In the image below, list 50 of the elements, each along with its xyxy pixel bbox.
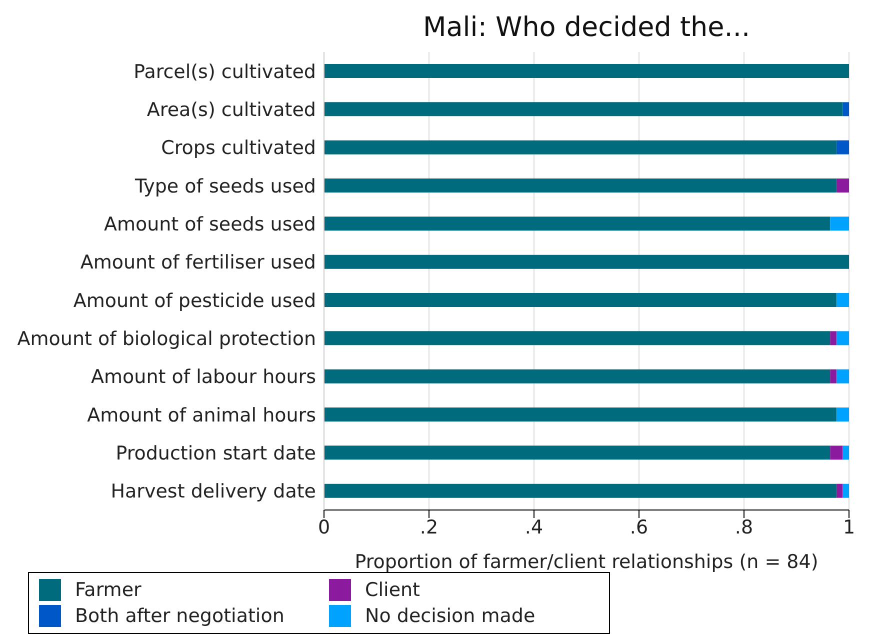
bar [836,369,849,384]
x-tick-label: 1 [842,516,856,538]
bar [830,216,849,231]
bar [836,178,849,192]
y-tick-label: Amount of pesticide used [73,290,316,312]
bar [842,446,849,460]
bar [836,140,849,154]
y-tick-label: Amount of labour hours [91,366,316,388]
bar [836,331,849,346]
x-tick-label: .2 [420,516,438,538]
bar [830,369,836,384]
y-tick-label: Parcel(s) cultivated [134,60,316,83]
bar [324,331,830,346]
x-tick-label: .8 [734,516,754,538]
y-tick-label: Crops cultivated [161,137,316,160]
y-tick-label: Harvest delivery date [110,480,316,503]
y-tick-label: Amount of biological protection [17,328,316,350]
y-tick-label: Amount of animal hours [87,404,316,426]
y-tick-label: Area(s) cultivated [146,98,316,121]
bar [324,178,836,192]
bar [324,140,836,154]
bar [842,102,849,116]
y-tick-label: Amount of fertiliser used [80,252,316,274]
bar [324,64,849,78]
bar [836,484,843,498]
bar [830,331,836,346]
legend-label: Both after negotiation [75,605,284,627]
y-tick-label: Amount of seeds used [104,213,316,236]
chart-title: Mali: Who decided the... [422,12,752,43]
x-tick-label: .4 [524,516,544,538]
bar [324,102,843,116]
bar [324,369,830,384]
x-axis-title: Proportion of farmer/client relationships (n = 84) [354,551,818,573]
bar [324,293,836,307]
y-tick-label: Production start date [116,442,316,464]
bar [324,484,836,498]
bar [324,446,830,460]
bar [830,446,843,460]
legend-label: Client [365,579,420,601]
legend-label: No decision made [365,605,536,627]
y-tick-label: Type of seeds used [134,175,316,198]
bar [836,293,849,307]
bar [324,408,836,422]
x-tick-label: .6 [630,516,648,538]
legend-label: Farmer [75,579,142,601]
bar [324,216,830,231]
bar [836,408,849,422]
bar [324,254,849,269]
bar [842,484,849,498]
x-tick-label: 0 [318,516,330,538]
